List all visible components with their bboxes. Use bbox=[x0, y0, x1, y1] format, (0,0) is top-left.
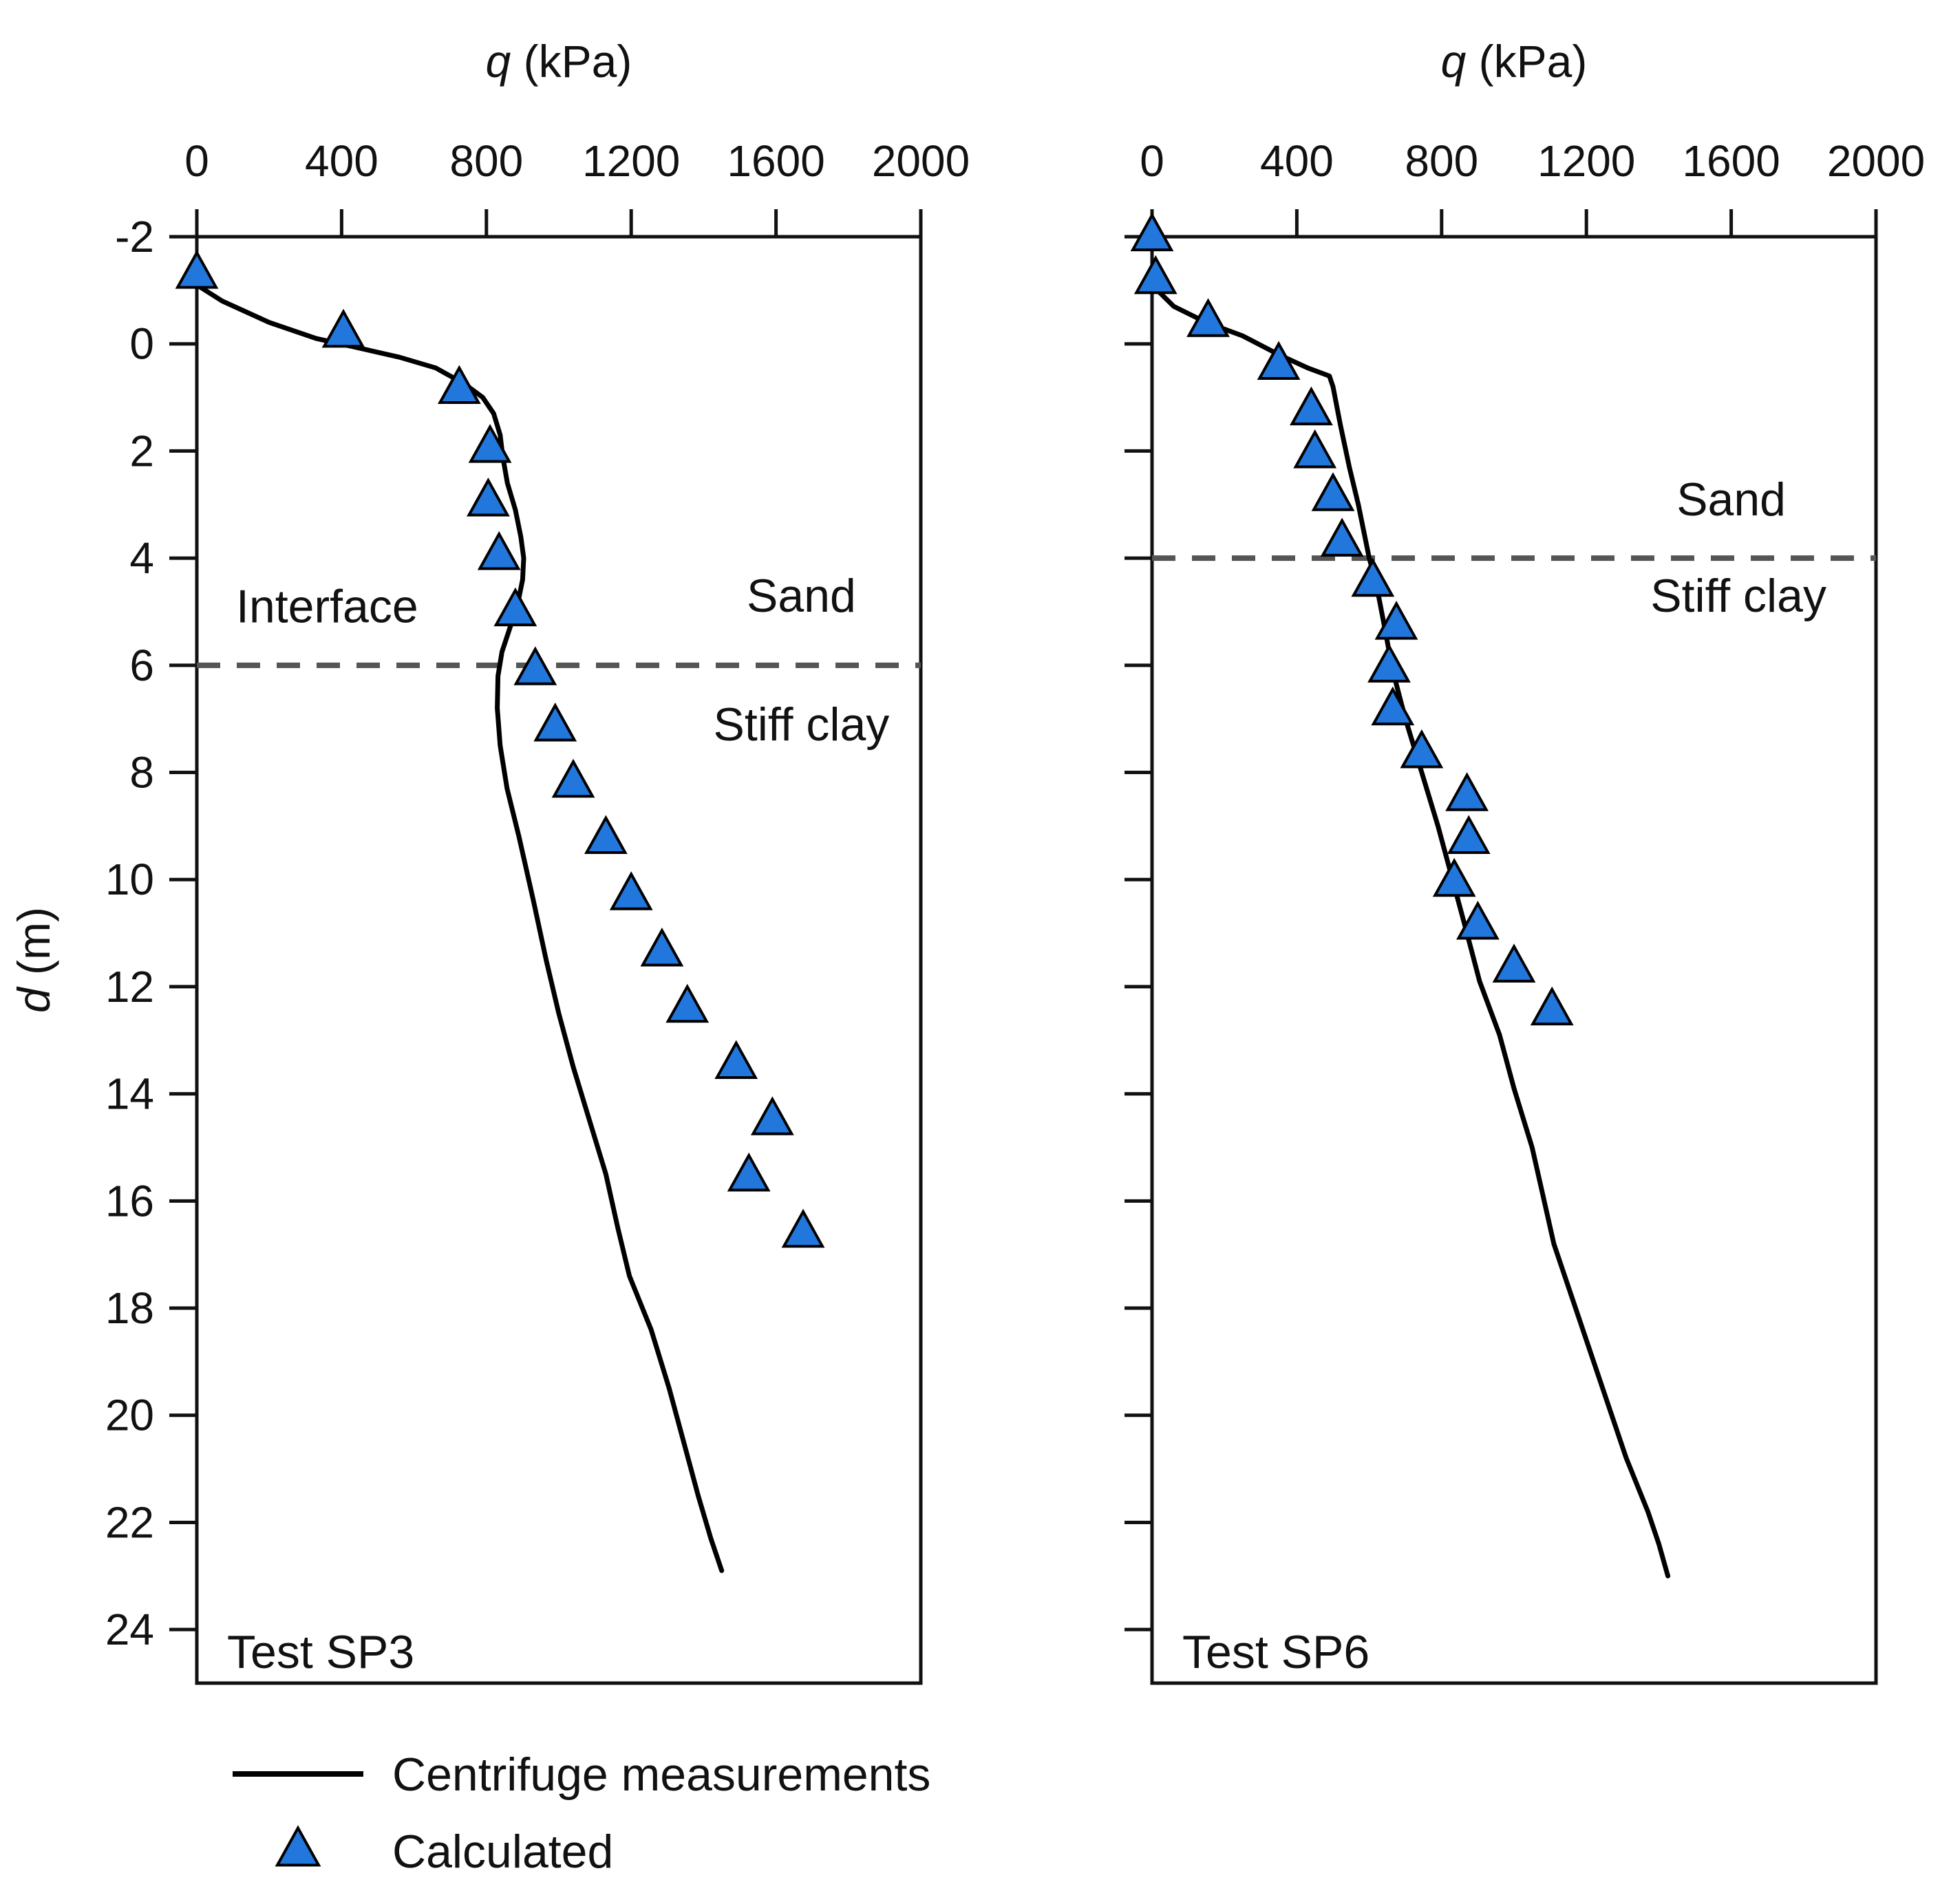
panel-1-ytick-label-2: 2 bbox=[129, 426, 154, 475]
legend-label-centrifuge-measurements: Centrifuge measurements bbox=[392, 1748, 930, 1801]
panel-sp6-text-layer: 0 400 800 1200 1600 2000 q (kPa) Sand Stiff clay… bbox=[1140, 36, 1925, 1678]
panel-2-calculated-point-0 bbox=[1130, 212, 1174, 252]
panel-1-calculated-point-4 bbox=[467, 478, 510, 517]
panel-1-calculated-point-13 bbox=[665, 983, 710, 1023]
panel-1-xlabel: q (kPa) bbox=[486, 36, 632, 87]
panel-2-xtick-label-400: 400 bbox=[1260, 136, 1334, 186]
panel-1-calculated-point-0 bbox=[175, 250, 219, 289]
panel-1-calculated-point-3 bbox=[468, 424, 512, 463]
panel-1-series-measured-line bbox=[194, 282, 725, 1573]
panel-1-calculated-point-1 bbox=[321, 308, 365, 348]
panel-1-calculated-point-10 bbox=[584, 815, 628, 854]
panel-1-ytick-label-20: 20 bbox=[105, 1391, 154, 1440]
panel-2-calculated-point-4 bbox=[1290, 386, 1333, 426]
panel-2-calculated-point-9 bbox=[1374, 601, 1418, 640]
panel-sp3: 0 400 800 1200 1600 2000-20246810121416182022… bbox=[8, 36, 970, 1685]
panel-1-ylabel-units: (m) bbox=[8, 907, 59, 987]
panel-2-xtick-label-800: 800 bbox=[1405, 136, 1478, 186]
panel-2-calculated-point-15 bbox=[1432, 857, 1476, 897]
panel-1-plot-frame bbox=[195, 235, 923, 1685]
panel-1-calculated-point-12 bbox=[640, 927, 684, 967]
panel-2-calculated-point-10 bbox=[1367, 643, 1411, 683]
panel-2-series-measured-line bbox=[1149, 282, 1671, 1579]
panel-sp3-marks-layer bbox=[175, 250, 921, 1573]
panel-sp6-frame-layer bbox=[1124, 209, 1878, 1685]
panel-1-calculated-point-9 bbox=[551, 758, 595, 798]
panel-1-calculated-point-14 bbox=[714, 1040, 758, 1079]
panel-2-calculated-point-12 bbox=[1400, 729, 1444, 769]
panel-2-calculated-point-18 bbox=[1530, 986, 1574, 1026]
panel-2-calculated-point-1 bbox=[1133, 255, 1177, 295]
panel-1-ytick-label-12: 12 bbox=[105, 962, 154, 1012]
panel-1-ytick-label-4: 4 bbox=[129, 533, 154, 583]
panel-1-ylabel: d (m) bbox=[8, 907, 59, 1013]
panel-sp6-marks-layer bbox=[1130, 212, 1876, 1579]
panel-2-calculated-point-6 bbox=[1311, 472, 1355, 511]
panel-1-ytick-label-24: 24 bbox=[105, 1605, 154, 1654]
panel-1-annotation-sand: Sand bbox=[747, 570, 856, 622]
panel-1-ytick-label-6: 6 bbox=[129, 641, 154, 690]
legend-label-calculated: Calculated bbox=[392, 1826, 613, 1878]
panel-2-calculated-point-5 bbox=[1293, 429, 1337, 469]
panel-1-annotation-interface: Interface bbox=[236, 581, 418, 633]
panel-1-xtick-label-1200: 1200 bbox=[582, 136, 680, 186]
panel-2-calculated-point-7 bbox=[1320, 517, 1364, 557]
panel-1-ytick-label-8: 8 bbox=[129, 748, 154, 798]
panel-1-label: Test SP3 bbox=[227, 1626, 414, 1678]
panel-1-ytick-label--2: -2 bbox=[115, 212, 154, 261]
panel-1-ytick-label-14: 14 bbox=[105, 1069, 154, 1119]
panel-2-xtick-label-2000: 2000 bbox=[1827, 136, 1925, 186]
panel-2-xtick-label-0: 0 bbox=[1140, 136, 1164, 186]
panel-1-calculated-point-8 bbox=[533, 702, 577, 742]
panel-2-label: Test SP6 bbox=[1182, 1626, 1369, 1678]
panel-1-xtick-label-2000: 2000 bbox=[872, 136, 970, 186]
panel-2-plot-frame bbox=[1150, 235, 1878, 1685]
panel-1-xlabel-units: (kPa) bbox=[511, 36, 632, 87]
panel-2-calculated-point-8 bbox=[1351, 557, 1395, 597]
panel-1-calculated-point-2 bbox=[437, 365, 481, 405]
panel-2-calculated-point-3 bbox=[1257, 341, 1301, 380]
panel-2-calculated-point-13 bbox=[1445, 772, 1489, 811]
panel-2-calculated-point-17 bbox=[1492, 943, 1536, 983]
panel-2-annotation-sand: Sand bbox=[1676, 473, 1786, 526]
panel-2-calculated-point-11 bbox=[1371, 686, 1415, 726]
panel-1-calculated-point-17 bbox=[781, 1208, 825, 1248]
legend: Centrifuge measurements Calculated bbox=[233, 1748, 930, 1878]
panel-2-xlabel-units: (kPa) bbox=[1466, 36, 1587, 87]
panel-1-xtick-label-0: 0 bbox=[184, 136, 209, 186]
panel-2-calculated-point-14 bbox=[1447, 815, 1491, 854]
panel-1-ytick-label-22: 22 bbox=[105, 1497, 154, 1547]
panel-2-calculated-point-16 bbox=[1456, 901, 1500, 940]
panel-1-calculated-point-6 bbox=[493, 587, 537, 627]
panel-sp3-frame-layer bbox=[169, 209, 923, 1685]
panel-1-ytick-label-18: 18 bbox=[105, 1283, 154, 1333]
panel-1-calculated-point-11 bbox=[609, 871, 653, 910]
panel-1-calculated-point-7 bbox=[513, 646, 557, 685]
panel-1-calculated-point-16 bbox=[727, 1152, 771, 1192]
panel-2-calculated-point-2 bbox=[1186, 298, 1230, 337]
panel-sp3-text-layer: 0 400 800 1200 1600 2000-20246810121416182022… bbox=[8, 36, 970, 1678]
panel-2-xtick-label-1600: 1600 bbox=[1682, 136, 1780, 186]
panel-1-ytick-label-10: 10 bbox=[105, 855, 154, 904]
panel-2-xtick-label-1200: 1200 bbox=[1537, 136, 1635, 186]
panel-1-xtick-label-400: 400 bbox=[305, 136, 379, 186]
panel-1-calculated-point-5 bbox=[477, 531, 521, 570]
panel-1-ytick-label-16: 16 bbox=[105, 1176, 154, 1226]
panel-2-xlabel-var: q bbox=[1441, 36, 1467, 87]
panel-1-calculated-point-15 bbox=[750, 1096, 794, 1135]
panel-1-ytick-label-0: 0 bbox=[129, 319, 154, 369]
panel-1-annotation-stiff-clay: Stiff clay bbox=[714, 698, 890, 751]
panel-1-xtick-label-800: 800 bbox=[449, 136, 523, 186]
panel-2-xlabel: q (kPa) bbox=[1441, 36, 1588, 87]
panel-sp6: 0 400 800 1200 1600 2000 q (kPa) Sand Stiff clay… bbox=[1124, 36, 1925, 1685]
panel-2-annotation-stiff-clay: Stiff clay bbox=[1650, 570, 1826, 622]
panel-1-ylabel-var: d bbox=[8, 986, 59, 1013]
legend-triangle-swatch bbox=[275, 1825, 321, 1867]
panel-1-xtick-label-1600: 1600 bbox=[727, 136, 824, 186]
panel-1-xlabel-var: q bbox=[486, 36, 511, 87]
